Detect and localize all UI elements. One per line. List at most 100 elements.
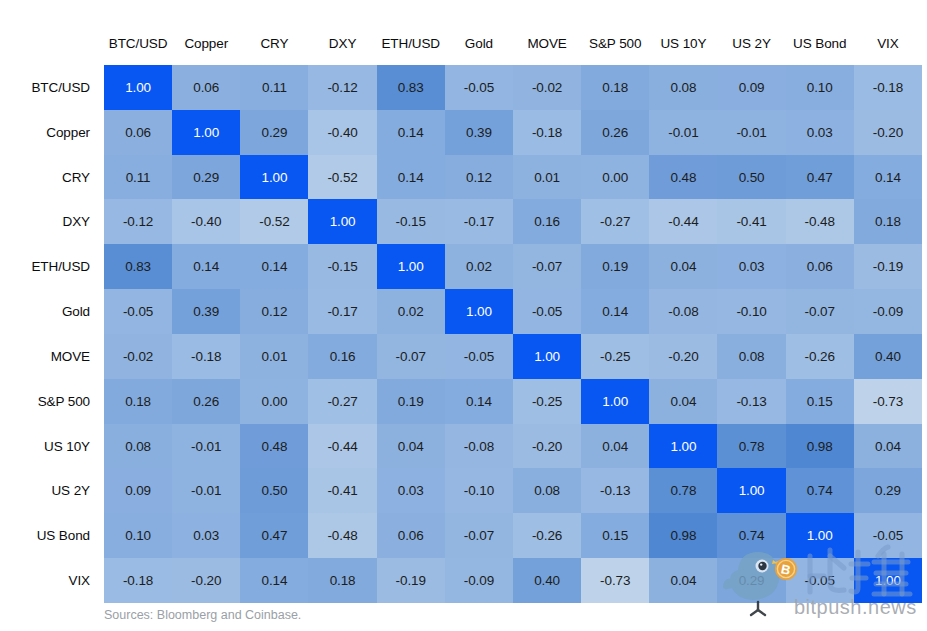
heatmap-cell: 1.00	[717, 468, 785, 513]
heatmap-cell: 1.00	[240, 155, 308, 200]
col-header-7: MOVE	[513, 31, 581, 55]
row-label-9: US 10Y	[0, 424, 90, 469]
heatmap-cell: 0.14	[172, 244, 240, 289]
heatmap-cell: 0.78	[649, 468, 717, 513]
heatmap-cell: 0.02	[445, 244, 513, 289]
heatmap-cell: 0.00	[581, 155, 649, 200]
heatmap-cell: -0.41	[717, 199, 785, 244]
heatmap-cell: -0.05	[513, 289, 581, 334]
heatmap-cell: 0.14	[240, 244, 308, 289]
row-labels: BTC/USDCopperCRYDXYETH/USDGoldMOVES&P 50…	[0, 65, 90, 603]
heatmap-cell: 0.06	[786, 244, 854, 289]
heatmap-cell: -0.15	[308, 244, 376, 289]
heatmap-cell: 0.04	[854, 424, 922, 469]
heatmap-cell: -0.18	[854, 65, 922, 110]
column-headers: BTC/USDCopperCRYDXYETH/USDGoldMOVES&P 50…	[104, 31, 922, 55]
heatmap-cell: -0.18	[513, 110, 581, 155]
heatmap-cell: 0.14	[581, 289, 649, 334]
heatmap-cell: 0.39	[445, 110, 513, 155]
row-label-11: US Bond	[0, 513, 90, 558]
heatmap-cell: 1.00	[581, 379, 649, 424]
heatmap-cell: -0.20	[854, 110, 922, 155]
heatmap-cell: 0.40	[854, 334, 922, 379]
col-header-5: ETH/USD	[377, 31, 445, 55]
bird-legs	[751, 602, 765, 615]
col-header-4: DXY	[308, 31, 376, 55]
heatmap-cell: 0.04	[649, 379, 717, 424]
heatmap-cell: -0.12	[104, 199, 172, 244]
heatmap-cell: 0.12	[445, 155, 513, 200]
heatmap-cell: 1.00	[513, 334, 581, 379]
heatmap-cell: -0.27	[308, 379, 376, 424]
heatmap-cell: 1.00	[445, 289, 513, 334]
heatmap-cell: 0.01	[240, 334, 308, 379]
heatmap-cell: -0.17	[308, 289, 376, 334]
heatmap-cell: 0.26	[172, 379, 240, 424]
heatmap-cell: -0.19	[377, 558, 445, 603]
heatmap-cell: -0.18	[104, 558, 172, 603]
heatmap-cell: -0.02	[104, 334, 172, 379]
heatmap-cell: 0.06	[172, 65, 240, 110]
row-label-4: DXY	[0, 199, 90, 244]
heatmap-cell: -0.44	[308, 424, 376, 469]
heatmap-cell: -0.27	[581, 199, 649, 244]
heatmap-cell: 0.18	[581, 65, 649, 110]
heatmap-cell: -0.01	[717, 110, 785, 155]
heatmap-cell: -0.10	[445, 468, 513, 513]
heatmap-cell: -0.10	[717, 289, 785, 334]
heatmap-cell: 0.74	[786, 468, 854, 513]
heatmap-cell: -0.73	[581, 558, 649, 603]
heatmap-cell: -0.44	[649, 199, 717, 244]
heatmap-cell: 0.08	[717, 334, 785, 379]
heatmap-cell: -0.15	[377, 199, 445, 244]
heatmap-cell: 0.16	[308, 334, 376, 379]
heatmap-cell: 0.47	[240, 513, 308, 558]
heatmap-cell: -0.48	[308, 513, 376, 558]
heatmap-cell: 0.14	[445, 379, 513, 424]
heatmap-cell: 0.47	[786, 155, 854, 200]
heatmap-cell: 0.08	[649, 65, 717, 110]
heatmap-cell: 0.08	[513, 468, 581, 513]
heatmap-cell: -0.12	[308, 65, 376, 110]
col-header-11: US Bond	[786, 31, 854, 55]
heatmap-cell: -0.08	[445, 424, 513, 469]
heatmap-cell: -0.20	[649, 334, 717, 379]
heatmap-cell: 1.00	[377, 244, 445, 289]
heatmap-cell: -0.25	[513, 379, 581, 424]
heatmap-cell: 1.00	[308, 199, 376, 244]
heatmap-cell: -0.40	[172, 199, 240, 244]
heatmap-cell: 1.00	[172, 110, 240, 155]
row-label-10: US 2Y	[0, 468, 90, 513]
row-label-5: ETH/USD	[0, 244, 90, 289]
row-label-2: Copper	[0, 110, 90, 155]
heatmap-cell: 0.50	[717, 155, 785, 200]
heatmap-cell: 0.19	[377, 379, 445, 424]
heatmap-cell: 0.04	[649, 244, 717, 289]
heatmap-cell: -0.13	[717, 379, 785, 424]
heatmap-cell: 0.00	[240, 379, 308, 424]
heatmap-cell: -0.09	[445, 558, 513, 603]
row-label-1: BTC/USD	[0, 65, 90, 110]
heatmap-cell: 0.04	[377, 424, 445, 469]
heatmap-cell: 0.09	[717, 65, 785, 110]
heatmap-cell: -0.05	[786, 558, 854, 603]
heatmap-cell: -0.25	[581, 334, 649, 379]
heatmap-cell: 0.10	[104, 513, 172, 558]
heatmap-cell: 0.29	[717, 558, 785, 603]
heatmap-cell: 1.00	[649, 424, 717, 469]
heatmap-cell: -0.05	[854, 513, 922, 558]
heatmap-cell: -0.41	[308, 468, 376, 513]
heatmap-cell: 0.18	[854, 199, 922, 244]
heatmap-cell: -0.18	[172, 334, 240, 379]
heatmap-cell: 0.03	[786, 110, 854, 155]
heatmap-cell: -0.26	[513, 513, 581, 558]
heatmap-cell: 0.09	[104, 468, 172, 513]
heatmap-cell: -0.52	[240, 199, 308, 244]
heatmap-cell: 0.04	[649, 558, 717, 603]
heatmap-cell: -0.01	[172, 424, 240, 469]
col-header-1: BTC/USD	[104, 31, 172, 55]
heatmap-cell: -0.20	[513, 424, 581, 469]
heatmap-cell: 0.02	[377, 289, 445, 334]
heatmap-cell: 0.18	[104, 379, 172, 424]
heatmap-cell: 0.48	[649, 155, 717, 200]
